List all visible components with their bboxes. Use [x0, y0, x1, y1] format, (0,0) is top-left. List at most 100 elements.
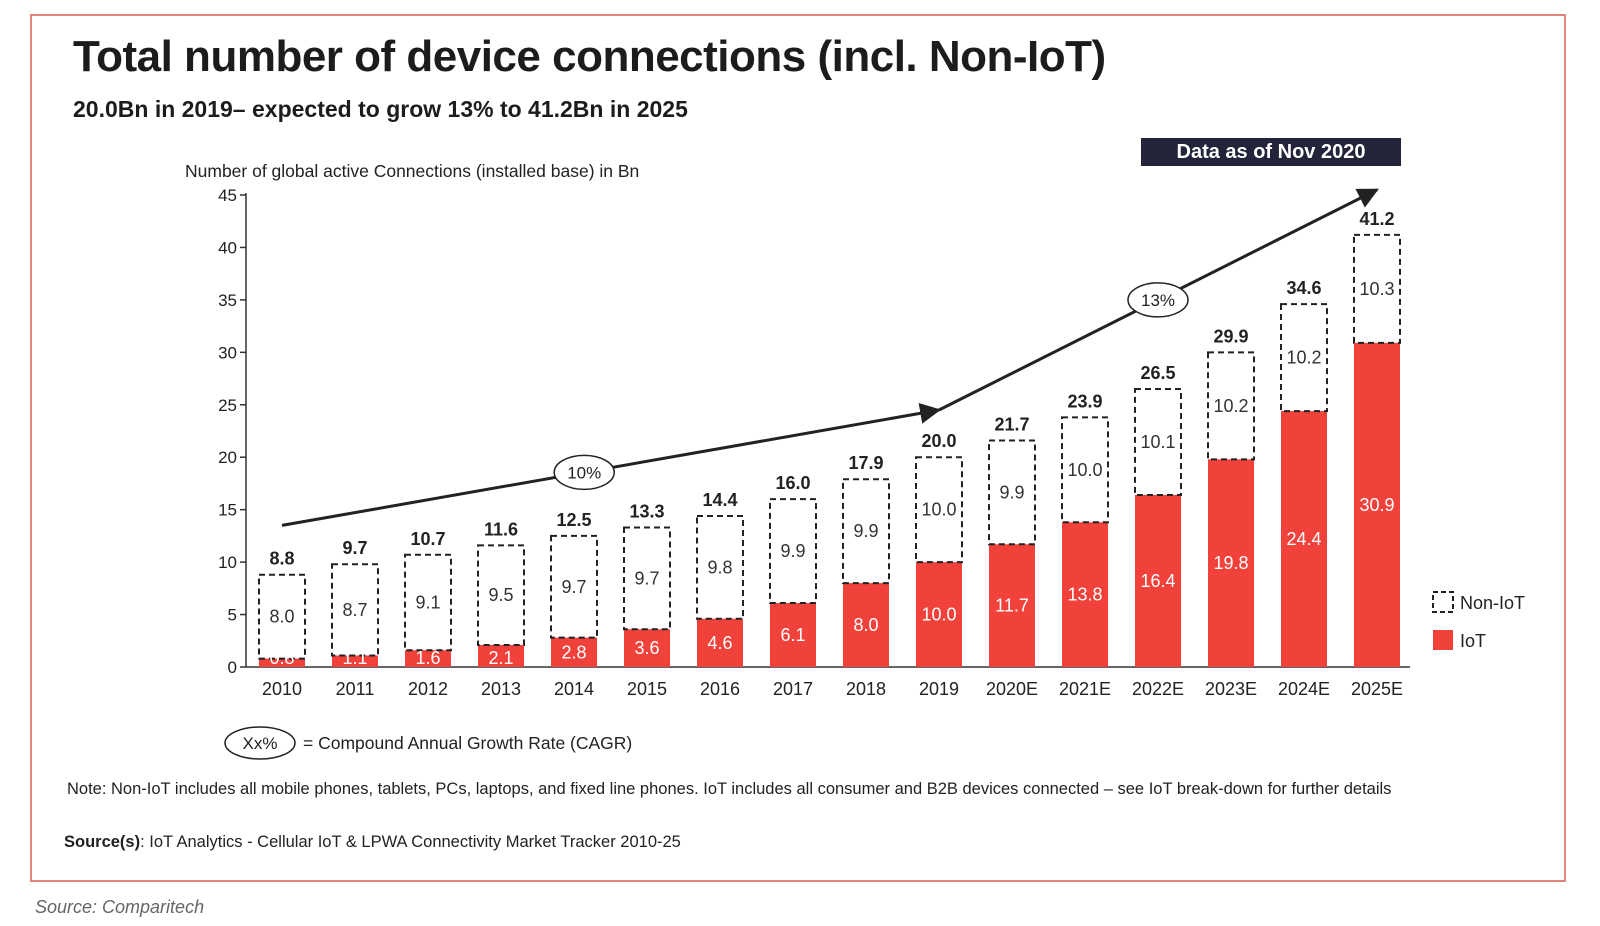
chart-subtitle: 20.0Bn in 2019– expected to grow 13% to … — [73, 96, 688, 122]
non-iot-value-label: 9.1 — [415, 592, 440, 612]
total-value-label: 23.9 — [1067, 391, 1102, 411]
chart-title: Total number of device connections (incl… — [73, 32, 1106, 81]
total-value-label: 34.6 — [1286, 278, 1321, 298]
x-tick-label: 2022E — [1132, 679, 1184, 699]
non-iot-value-label: 9.7 — [561, 577, 586, 597]
x-tick-label: 2017 — [773, 679, 813, 699]
non-iot-value-label: 10.2 — [1286, 348, 1321, 368]
x-tick-label: 2024E — [1278, 679, 1330, 699]
non-iot-bar — [988, 439, 1036, 546]
non-iot-value-label: 8.7 — [342, 600, 367, 620]
iot-value-label: 1.1 — [342, 648, 367, 668]
iot-value-label: 4.6 — [707, 633, 732, 653]
legend-label-iot: IoT — [1460, 631, 1486, 651]
non-iot-bar — [258, 573, 306, 660]
non-iot-value-label: 10.1 — [1140, 432, 1175, 452]
non-iot-bar — [769, 498, 817, 605]
iot-bar — [1354, 342, 1400, 667]
legend-swatch-iot — [1433, 630, 1453, 650]
non-iot-bar — [1207, 351, 1255, 461]
y-axis-label: Number of global active Connections (ins… — [185, 161, 639, 181]
cagr-ellipse — [553, 454, 615, 491]
non-iot-bar — [915, 456, 963, 564]
x-tick-label: 2025E — [1351, 679, 1403, 699]
iot-value-label: 11.7 — [995, 596, 1029, 616]
y-tick-label: 25 — [218, 396, 237, 415]
iot-bar — [843, 583, 889, 667]
iot-value-label: 19.8 — [1213, 553, 1248, 573]
x-tick-label: 2016 — [700, 679, 740, 699]
total-value-label: 8.8 — [269, 549, 294, 569]
iot-bar — [1062, 522, 1108, 667]
y-tick-label: 40 — [218, 238, 237, 257]
y-tick-label: 5 — [228, 606, 237, 625]
non-iot-bar — [623, 526, 671, 631]
non-iot-value-label: 10.3 — [1359, 279, 1394, 299]
cagr-label: 10% — [567, 463, 601, 482]
iot-bar — [989, 544, 1035, 667]
total-value-label: 10.7 — [410, 529, 445, 549]
iot-bar — [332, 655, 378, 667]
non-iot-bar — [404, 553, 452, 652]
x-tick-label: 2015 — [627, 679, 667, 699]
iot-bar — [1208, 459, 1254, 667]
iot-value-label: 24.4 — [1286, 529, 1321, 549]
non-iot-value-label: 9.9 — [853, 521, 878, 541]
x-tick-label: 2020E — [986, 679, 1038, 699]
iot-value-label: 1.6 — [415, 648, 440, 668]
iot-value-label: 2.8 — [561, 642, 586, 662]
chart-frame — [30, 14, 1566, 882]
y-tick-label: 0 — [228, 658, 237, 677]
y-tick-label: 45 — [218, 186, 237, 205]
legend-swatch-non-iot — [1432, 591, 1454, 613]
x-tick-label: 2010 — [262, 679, 302, 699]
iot-bar — [551, 637, 597, 667]
iot-bar — [1135, 494, 1181, 667]
cagr-label: 13% — [1141, 291, 1175, 310]
sources-label: Source(s) — [64, 833, 141, 851]
iot-value-label: 13.8 — [1067, 585, 1102, 605]
x-tick-label: 2014 — [554, 679, 594, 699]
x-tick-label: 2019 — [919, 679, 959, 699]
total-value-label: 9.7 — [342, 538, 367, 558]
iot-value-label: 0.8 — [269, 648, 294, 668]
iot-value-label: 8.0 — [853, 615, 878, 635]
non-iot-bar — [331, 563, 379, 657]
non-iot-bar — [550, 534, 598, 639]
non-iot-value-label: 10.2 — [1213, 396, 1248, 416]
total-value-label: 16.0 — [775, 473, 810, 493]
non-iot-value-label: 9.9 — [780, 541, 805, 561]
iot-value-label: 2.1 — [488, 648, 513, 668]
non-iot-bar — [1061, 416, 1109, 524]
non-iot-value-label: 9.7 — [634, 568, 659, 588]
cagr-ellipse — [1127, 282, 1189, 318]
total-value-label: 12.5 — [556, 510, 591, 530]
non-iot-value-label: 9.9 — [999, 482, 1024, 502]
total-value-label: 41.2 — [1359, 209, 1394, 229]
footnote: Note: Non-IoT includes all mobile phones… — [67, 780, 1392, 798]
total-value-label: 17.9 — [848, 453, 883, 473]
non-iot-bar — [1280, 303, 1328, 413]
total-value-label: 21.7 — [994, 414, 1029, 434]
total-value-label: 20.0 — [921, 431, 956, 451]
total-value-label: 26.5 — [1140, 363, 1175, 383]
y-tick-label: 30 — [218, 343, 237, 362]
x-tick-label: 2013 — [481, 679, 521, 699]
non-iot-value-label: 9.8 — [707, 557, 732, 577]
non-iot-value-label: 10.0 — [1067, 460, 1102, 480]
non-iot-bar — [1353, 233, 1401, 344]
cagr-legend-ellipse — [224, 726, 296, 760]
total-value-label: 29.9 — [1213, 326, 1248, 346]
y-tick-label: 35 — [218, 291, 237, 310]
iot-bar — [916, 562, 962, 667]
cagr-legend-symbol: Xx% — [243, 734, 278, 753]
iot-value-label: 10.0 — [921, 605, 956, 625]
iot-bar — [624, 629, 670, 667]
iot-value-label: 6.1 — [780, 625, 805, 645]
x-tick-label: 2012 — [408, 679, 448, 699]
non-iot-value-label: 9.5 — [488, 585, 513, 605]
x-tick-label: 2018 — [846, 679, 886, 699]
legend-label-non-iot: Non-IoT — [1460, 593, 1525, 613]
non-iot-value-label: 8.0 — [269, 607, 294, 627]
